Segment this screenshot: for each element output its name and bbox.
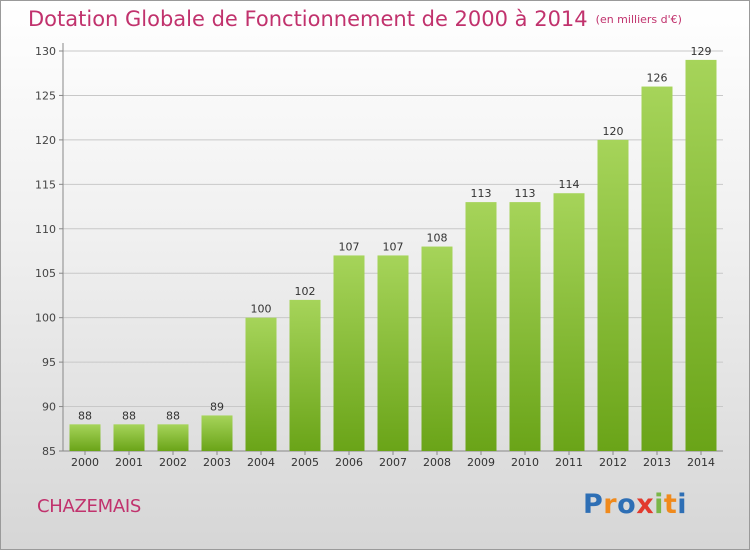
data-label: 108 xyxy=(427,232,448,245)
x-tick-label: 2008 xyxy=(423,456,451,469)
x-tick-label: 2006 xyxy=(335,456,363,469)
y-tick-label: 90 xyxy=(42,401,56,414)
bar-2008[interactable] xyxy=(421,246,453,451)
chart-title-text: Dotation Globale de Fonctionnement de 20… xyxy=(28,7,588,31)
bar-2000[interactable] xyxy=(69,424,101,451)
x-tick-label: 2010 xyxy=(511,456,539,469)
x-tick-label: 2001 xyxy=(115,456,143,469)
x-tick-label: 2012 xyxy=(599,456,627,469)
x-tick-label: 2007 xyxy=(379,456,407,469)
bar-2005[interactable] xyxy=(289,299,321,451)
data-label: 126 xyxy=(647,72,668,85)
data-label: 88 xyxy=(122,409,136,422)
x-tick-label: 2002 xyxy=(159,456,187,469)
bar-2006[interactable] xyxy=(333,255,365,451)
bar-2003[interactable] xyxy=(201,415,233,451)
chart-title: Dotation Globale de Fonctionnement de 20… xyxy=(28,7,682,31)
x-tick-label: 2003 xyxy=(203,456,231,469)
x-tick-label: 2011 xyxy=(555,456,583,469)
bar-2009[interactable] xyxy=(465,202,497,451)
y-tick-label: 125 xyxy=(35,89,56,102)
chart-subtitle: (en milliers d'€) xyxy=(595,13,682,26)
bar-2014[interactable] xyxy=(685,59,717,452)
x-tick-label: 2014 xyxy=(687,456,715,469)
bar-2011[interactable] xyxy=(553,193,585,451)
bar-2013[interactable] xyxy=(641,86,673,452)
data-label: 129 xyxy=(691,45,712,58)
x-tick-label: 2004 xyxy=(247,456,275,469)
x-tick-label: 2005 xyxy=(291,456,319,469)
y-tick-label: 120 xyxy=(35,134,56,147)
bar-2007[interactable] xyxy=(377,255,409,451)
y-tick-label: 115 xyxy=(35,178,56,191)
data-label: 120 xyxy=(603,125,624,138)
bar-2004[interactable] xyxy=(245,317,277,451)
y-tick-label: 100 xyxy=(35,312,56,325)
bar-2012[interactable] xyxy=(597,139,629,451)
y-tick-label: 85 xyxy=(42,445,56,458)
y-tick-label: 130 xyxy=(35,45,56,58)
y-tick-label: 110 xyxy=(35,223,56,236)
x-tick-label: 2000 xyxy=(71,456,99,469)
x-tick-label: 2009 xyxy=(467,456,495,469)
data-label: 89 xyxy=(210,400,224,413)
data-label: 88 xyxy=(166,409,180,422)
x-tick-label: 2013 xyxy=(643,456,671,469)
bar-2010[interactable] xyxy=(509,202,541,451)
data-label: 88 xyxy=(78,409,92,422)
bar-2001[interactable] xyxy=(113,424,145,451)
bar-2002[interactable] xyxy=(157,424,189,451)
data-label: 107 xyxy=(339,240,360,253)
data-label: 100 xyxy=(251,303,272,316)
data-label: 114 xyxy=(559,178,580,191)
data-label: 102 xyxy=(295,285,316,298)
y-tick-label: 95 xyxy=(42,356,56,369)
data-label: 113 xyxy=(471,187,492,200)
y-tick-label: 105 xyxy=(35,267,56,280)
proxiti-logo[interactable]: Proxiti xyxy=(583,489,688,520)
data-label: 113 xyxy=(515,187,536,200)
data-label: 107 xyxy=(383,240,404,253)
town-name: CHAZEMAIS xyxy=(37,496,141,517)
